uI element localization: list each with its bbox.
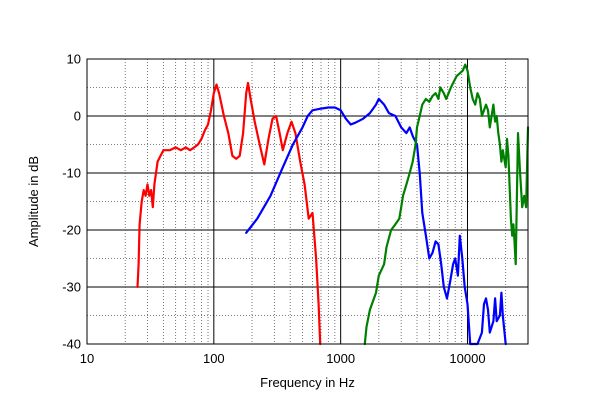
y-tick-label: -40	[62, 337, 81, 352]
y-tick-label: 0	[74, 109, 81, 124]
series-line-1	[136, 81, 322, 346]
series-line-2	[245, 97, 507, 346]
x-tick-label: 1000	[326, 351, 355, 366]
series-line-3	[363, 63, 530, 346]
plot-frame	[86, 58, 529, 345]
x-tick-labels: 10 100 1000 10000	[80, 351, 486, 366]
y-tick-label: -20	[62, 223, 81, 238]
y-tick-label: 10	[67, 52, 81, 67]
x-tick-label: 10000	[449, 351, 485, 366]
x-tick-label: 10	[80, 351, 94, 366]
y-tick-label: -10	[62, 166, 81, 181]
x-tick-label: 100	[203, 351, 225, 366]
y-tick-labels: 10 0 -10 -20 -30 -40	[62, 52, 81, 352]
x-axis-label: Frequency in Hz	[260, 375, 355, 390]
y-axis-label: Amplitude in dB	[26, 156, 41, 247]
series-group	[136, 63, 530, 346]
y-tick-label: -30	[62, 280, 81, 295]
